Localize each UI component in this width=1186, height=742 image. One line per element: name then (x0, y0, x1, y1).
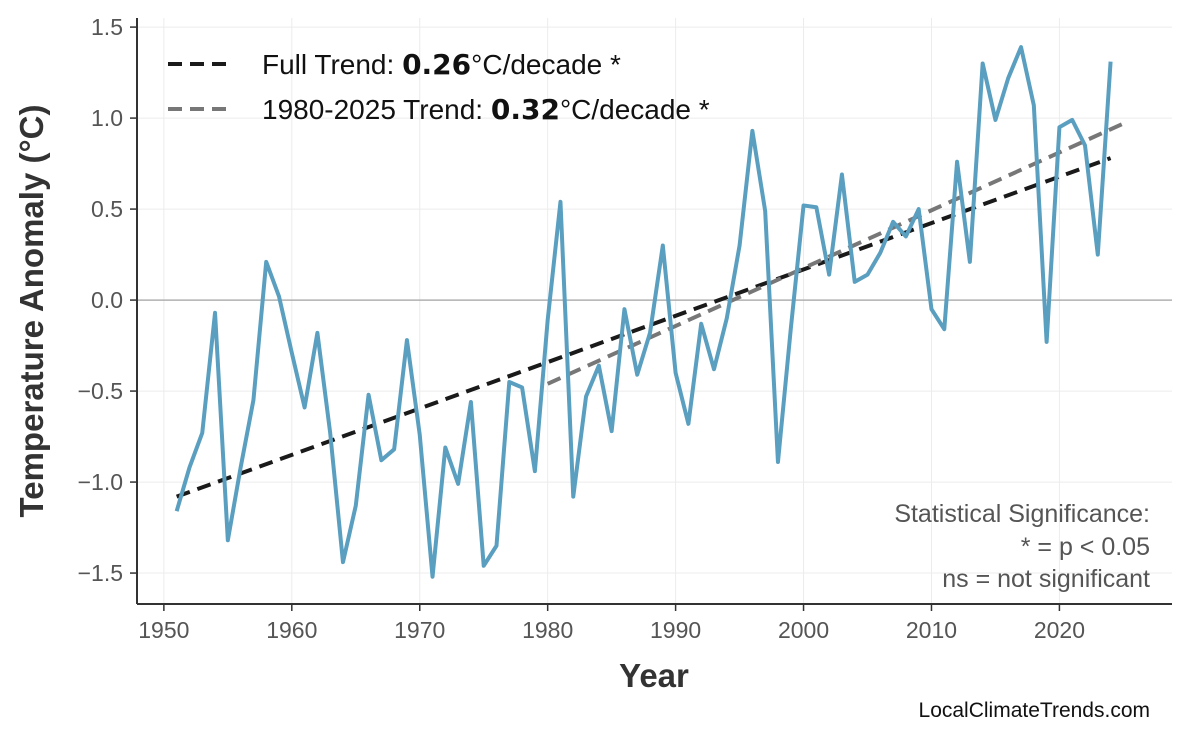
legend: Full Trend: 0.26°C/decade *1980-2025 Tre… (168, 48, 710, 126)
x-axis-label: Year (619, 657, 689, 694)
credit: LocalClimateTrends.com (919, 699, 1150, 722)
annotation-line-1: Statistical Significance: (894, 500, 1150, 528)
legend-suffix: °C/decade * (471, 49, 621, 80)
x-tick-label: 1980 (522, 617, 573, 643)
y-tick-label: 0.0 (91, 287, 123, 313)
annotation-line-3: ns = not significant (942, 565, 1150, 593)
x-tick-label: 1970 (394, 617, 445, 643)
y-tick-label: −1.0 (78, 469, 123, 495)
trend-line-1980-2025 (546, 121, 1125, 386)
y-tick-label: 1.0 (91, 105, 123, 131)
legend-trend-value: 0.26 (402, 48, 471, 81)
x-tick-label: 1960 (266, 617, 317, 643)
y-tick-label: 1.5 (91, 14, 123, 40)
x-tick-label: 1990 (650, 617, 701, 643)
legend-suffix: °C/decade * (560, 94, 710, 125)
trend-lines (175, 121, 1125, 499)
y-tick-label: 0.5 (91, 196, 123, 222)
ticks: 1950 1960 1970 1980 1990 2000 2010 2020 −1.5 −1.0… (78, 14, 1085, 643)
legend-trend-value: 0.32 (491, 93, 560, 126)
x-tick-label: 2010 (906, 617, 957, 643)
axes (136, 18, 1172, 605)
y-tick-label: −1.5 (78, 560, 123, 586)
x-tick-label: 2020 (1034, 617, 1085, 643)
legend-prefix: 1980-2025 Trend: (262, 94, 491, 125)
x-tick-label: 2000 (778, 617, 829, 643)
x-tick-label: 1950 (138, 617, 189, 643)
series-line (174, 45, 1113, 579)
legend-label: 1980-2025 Trend: 0.32°C/decade * (262, 93, 710, 126)
legend-label: Full Trend: 0.26°C/decade * (262, 48, 621, 81)
legend-prefix: Full Trend: (262, 49, 402, 80)
y-axis-label: Temperature Anomaly (°C) (13, 105, 50, 518)
annotation-line-2: * = p < 0.05 (1021, 533, 1150, 561)
y-tick-label: −0.5 (78, 378, 123, 404)
